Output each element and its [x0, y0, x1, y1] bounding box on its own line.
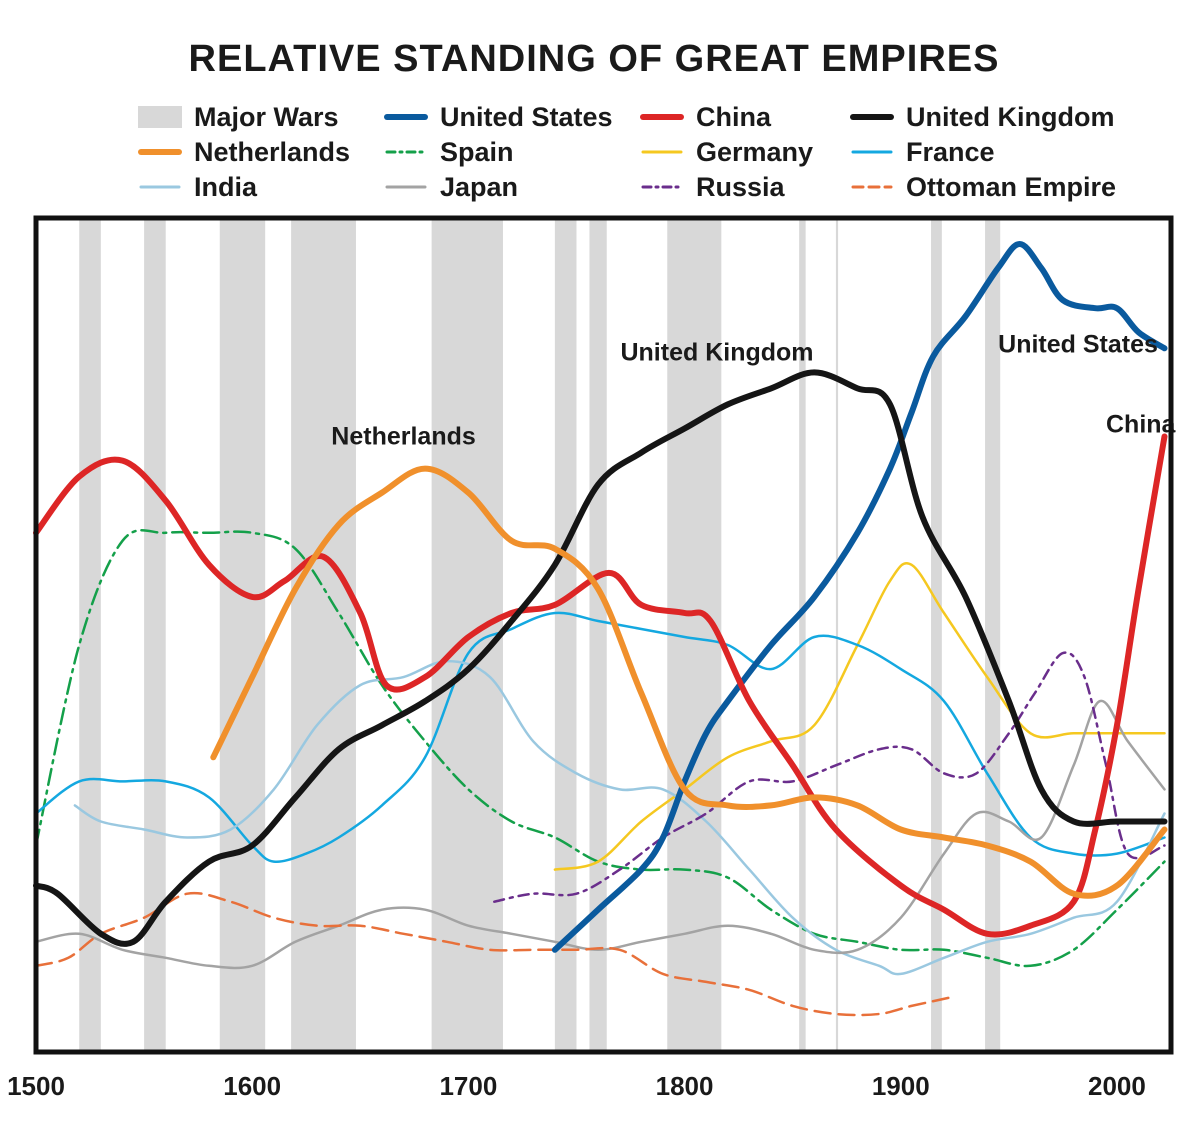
war-band — [799, 218, 806, 1052]
legend-label: Ottoman Empire — [906, 171, 1117, 202]
x-tick-label: 2000 — [1088, 1071, 1146, 1101]
war-band — [79, 218, 101, 1052]
legend-swatch — [851, 185, 893, 189]
series-lines — [33, 241, 1168, 1017]
chart-title: RELATIVE STANDING OF GREAT EMPIRES — [188, 38, 1000, 80]
legend-label: United States — [440, 101, 613, 132]
legend-swatch — [384, 114, 428, 120]
series-line-japan — [34, 699, 1166, 970]
legend-item-russia: Russia — [640, 170, 785, 204]
legend-item-france: France — [850, 135, 995, 169]
legend-label: China — [696, 101, 772, 132]
series-line-russia — [493, 651, 1166, 903]
annotation-united-kingdom: United Kingdom — [620, 338, 813, 366]
legend-swatch — [139, 185, 181, 189]
x-tick-label: 1900 — [872, 1071, 930, 1101]
x-tick-label: 1500 — [7, 1071, 65, 1101]
plot-frame — [33, 215, 1174, 1055]
legend-swatch — [851, 150, 893, 154]
series-line-ottoman-empire — [34, 891, 950, 1017]
legend-item-netherlands: Netherlands — [138, 135, 350, 169]
legend-item-india: India — [138, 170, 257, 204]
legend-label: Netherlands — [194, 136, 351, 167]
legend-item-spain: Spain — [384, 135, 514, 169]
legend-swatch — [640, 114, 684, 120]
legend-label: Germany — [696, 136, 814, 167]
series-line-netherlands — [210, 465, 1168, 899]
legend-item-united-kingdom: United Kingdom — [850, 100, 1114, 134]
legend-item-ottoman-empire: Ottoman Empire — [850, 170, 1116, 204]
x-tick-label: 1700 — [439, 1071, 497, 1101]
legend-label: France — [906, 136, 995, 167]
legend-swatch — [138, 106, 182, 128]
legend-swatch — [850, 114, 894, 120]
legend-label: Major Wars — [194, 101, 339, 132]
legend-label: Japan — [440, 171, 519, 202]
legend-item-major-wars: Major Wars — [138, 100, 339, 134]
annotation-united-states: United States — [998, 330, 1158, 358]
x-axis-ticks: 1500 1600 1700 1800 1900 2000 — [7, 1071, 1146, 1101]
legend-swatch — [138, 149, 182, 155]
legend-item-japan: Japan — [384, 170, 518, 204]
legend-label: Russia — [696, 171, 785, 202]
series-line-china — [33, 433, 1168, 938]
war-band — [144, 218, 166, 1052]
legend-swatch — [641, 185, 683, 189]
legend-label: Spain — [440, 136, 514, 167]
series-line-germany — [553, 561, 1166, 871]
legend-label: United Kingdom — [906, 101, 1115, 132]
legend-item-united-states: United States — [384, 100, 613, 134]
war-band — [554, 218, 577, 1052]
war-band — [835, 218, 839, 1052]
annotation-china: China — [1106, 411, 1177, 439]
legend-item-china: China — [640, 100, 771, 134]
legend-swatch — [385, 150, 427, 154]
legend-swatch — [641, 150, 683, 154]
war-band — [219, 218, 266, 1052]
annotations: United Kingdom Netherlands United States Ch… — [331, 330, 1176, 450]
series-line-united-states — [551, 241, 1168, 953]
war-band — [291, 218, 356, 1052]
legend-swatch — [385, 185, 427, 189]
x-tick-label: 1600 — [223, 1071, 281, 1101]
x-tick-label: 1800 — [656, 1071, 714, 1101]
annotation-netherlands: Netherlands — [331, 423, 475, 451]
war-band — [931, 218, 942, 1052]
series-line-united-kingdom — [33, 369, 1168, 947]
war-band — [589, 218, 607, 1052]
legend-item-germany: Germany — [640, 135, 813, 169]
war-bands — [79, 218, 1001, 1052]
legend-label: India — [194, 171, 258, 202]
series-line-spain — [34, 529, 1166, 968]
series-line-india — [73, 659, 1166, 976]
